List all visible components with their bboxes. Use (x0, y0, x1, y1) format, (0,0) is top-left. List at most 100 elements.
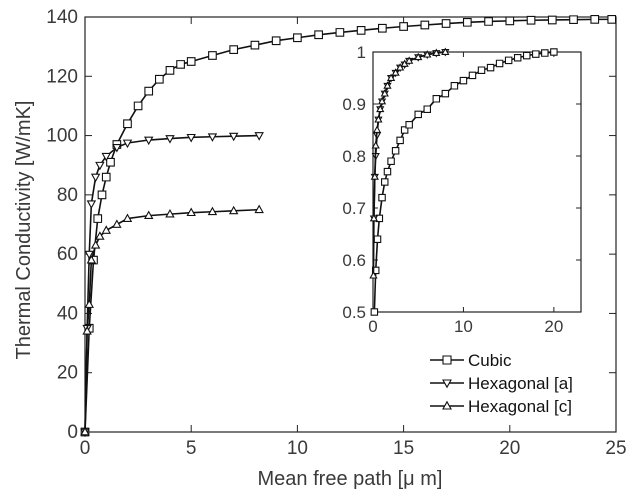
main-series-marker-1 (122, 139, 133, 149)
main-series-marker-1 (228, 132, 239, 142)
legend-marker-1 (442, 379, 452, 389)
main-series-marker-0 (154, 74, 164, 84)
main-series-marker-0 (314, 30, 323, 40)
inset-series-marker-0 (486, 63, 495, 72)
inset-series-marker-2 (369, 213, 379, 222)
main-series-marker-1 (254, 132, 264, 141)
main-series-marker-2 (186, 207, 196, 217)
main-series-marker-0 (441, 19, 451, 28)
inset-series-marker-0 (522, 51, 531, 60)
inset-series-marker-2 (395, 63, 405, 71)
inset-series-marker-2 (441, 47, 450, 55)
main-series-marker-0 (123, 119, 132, 129)
main-series-marker-0 (420, 20, 430, 30)
main-y-tick-label: 140 (46, 7, 78, 28)
main-series-marker-0 (356, 25, 366, 35)
inset-series-marker-0 (396, 136, 404, 145)
inset-series-marker-2 (423, 50, 432, 58)
main-series-marker-1 (101, 152, 111, 162)
inset-y-tick-label: 1 (357, 43, 366, 62)
main-series-marker-0 (335, 28, 345, 37)
main-series-marker-0 (250, 40, 260, 50)
inset-x-tick-label: 20 (544, 317, 563, 336)
inset-y-tick-label: 0.5 (342, 303, 366, 322)
main-y-tick-label: 20 (57, 363, 78, 384)
main-series-marker-0 (271, 36, 281, 46)
main-series-marker-2 (86, 254, 97, 264)
main-series-marker-1 (90, 173, 101, 183)
y-axis-label: Thermal Conductivity [W/mK] (13, 101, 35, 360)
legend-marker-2 (442, 400, 452, 410)
inset-series-marker-0 (468, 71, 477, 80)
main-series-marker-0 (590, 15, 600, 24)
main-series-marker-0 (399, 22, 408, 31)
inset-series-marker-0 (370, 308, 379, 316)
main-series-marker-0 (293, 33, 302, 43)
inset-series-marker-0 (550, 48, 558, 56)
inset-series-marker-0 (450, 82, 459, 90)
main-series-marker-0 (547, 15, 557, 25)
main-series-marker-0 (186, 57, 196, 66)
main-series-marker-1 (95, 161, 105, 171)
main-series-marker-1 (165, 135, 175, 144)
main-x-tick-label: 0 (80, 438, 91, 459)
main-series-marker-2 (254, 204, 264, 214)
legend-label-1: Hexagonal [a] (468, 374, 573, 393)
main-series-marker-1 (207, 133, 218, 142)
inset-y-tick-label: 0.9 (342, 95, 366, 114)
main-series-marker-2 (90, 240, 101, 249)
main-series-marker-0 (101, 172, 111, 182)
main-series-marker-0 (176, 60, 185, 69)
main-series-marker-0 (229, 45, 239, 54)
main-series-marker-0 (106, 157, 115, 167)
main-y-tick-label: 80 (57, 185, 78, 206)
inset-series-marker-2 (391, 68, 400, 76)
legend-label-0: Cubic (468, 351, 512, 370)
inset-series-marker-0 (432, 95, 441, 103)
main-series-marker-2 (122, 213, 133, 222)
main-y-tick-label: 0 (67, 422, 78, 443)
main-series-marker-0 (144, 86, 154, 96)
main-series-marker-0 (93, 214, 103, 223)
inset-series-marker-0 (495, 59, 504, 68)
inset-series-marker-0 (441, 89, 450, 98)
inset-series-marker-2 (377, 96, 387, 105)
inset-series-marker-2 (414, 52, 423, 61)
main-y-tick-label: 60 (57, 244, 78, 265)
main-series-marker-2 (165, 209, 175, 218)
inset-series-marker-2 (376, 104, 385, 113)
legend: Cubic Hexagonal [a] Hexagonal [c] (430, 351, 573, 416)
inset-x-tick-label: 0 (368, 317, 377, 336)
main-series-marker-0 (505, 16, 515, 26)
inset-series-marker-0 (391, 147, 400, 155)
main-series-marker-0 (484, 17, 493, 26)
inset-series-marker-0 (373, 235, 382, 243)
main-series-marker-1 (84, 250, 94, 260)
x-axis-label: Mean free path [μ m] (258, 468, 443, 490)
legend-marker-0 (442, 355, 452, 365)
inset-series-marker-2 (369, 271, 378, 279)
inset-series-marker-0 (504, 56, 513, 65)
inset-series-marker-0 (513, 53, 522, 62)
main-series-marker-2 (101, 225, 111, 234)
main-series-marker-0 (569, 15, 578, 25)
inset-series-marker-0 (387, 157, 395, 165)
legend-label-2: Hexagonal [c] (468, 397, 572, 416)
main-series-marker-2 (80, 426, 90, 436)
main-series-marker-0 (462, 17, 472, 27)
main-series-marker-0 (97, 190, 107, 200)
main-series-marker-0 (208, 51, 217, 60)
inset-series-marker-0 (405, 121, 413, 129)
inset-y-tick-label: 0.8 (342, 147, 366, 166)
inset-y-tick-label: 0.6 (342, 251, 366, 270)
main-y-tick-label: 100 (46, 126, 78, 147)
inset-series-marker-2 (405, 56, 414, 64)
main-x-tick-label: 15 (393, 438, 414, 459)
main-x-tick-label: 20 (499, 438, 520, 459)
main-x-tick-label: 10 (287, 438, 308, 459)
main-series-marker-0 (607, 15, 617, 24)
inset-axes-frame (372, 51, 582, 313)
main-series-marker-2 (207, 206, 218, 216)
main-series-marker-2 (228, 205, 239, 215)
inset-series-marker-2 (374, 115, 383, 123)
